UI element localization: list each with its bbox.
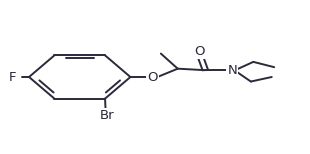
Text: F: F <box>9 71 17 83</box>
Text: O: O <box>147 71 158 83</box>
Text: N: N <box>228 64 237 77</box>
Text: Br: Br <box>99 109 114 122</box>
Text: O: O <box>195 45 205 58</box>
